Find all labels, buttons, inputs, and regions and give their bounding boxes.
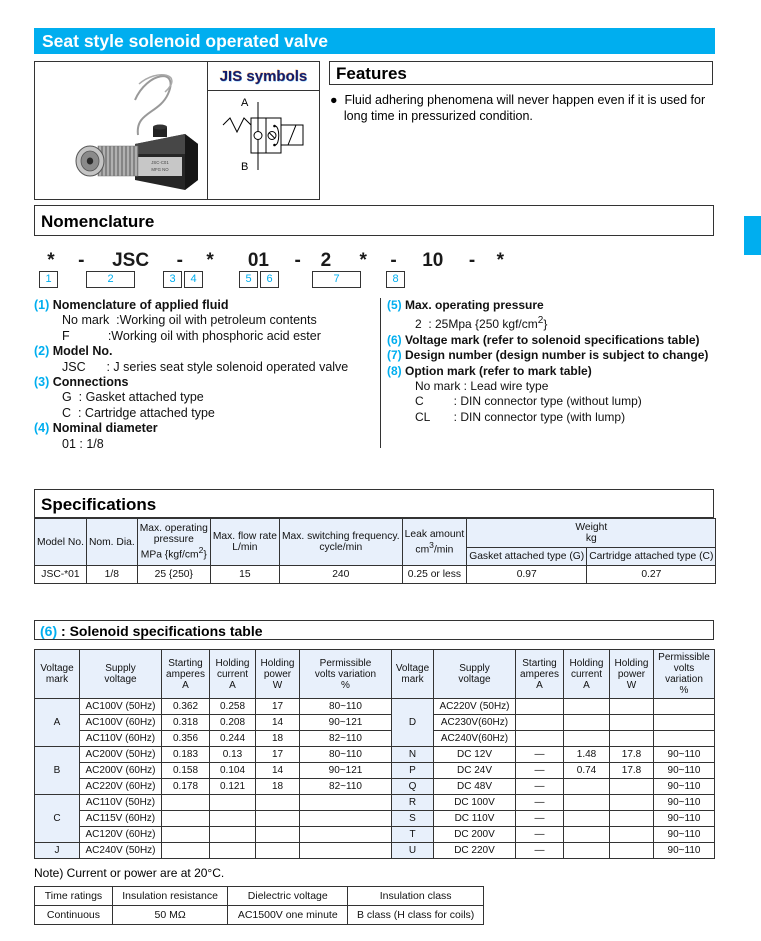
svg-text:A: A: [241, 97, 249, 109]
svg-text:MFG NO: MFG NO: [151, 167, 169, 172]
svg-text:B: B: [241, 161, 248, 173]
svg-text:JSC-C01: JSC-C01: [151, 160, 169, 165]
